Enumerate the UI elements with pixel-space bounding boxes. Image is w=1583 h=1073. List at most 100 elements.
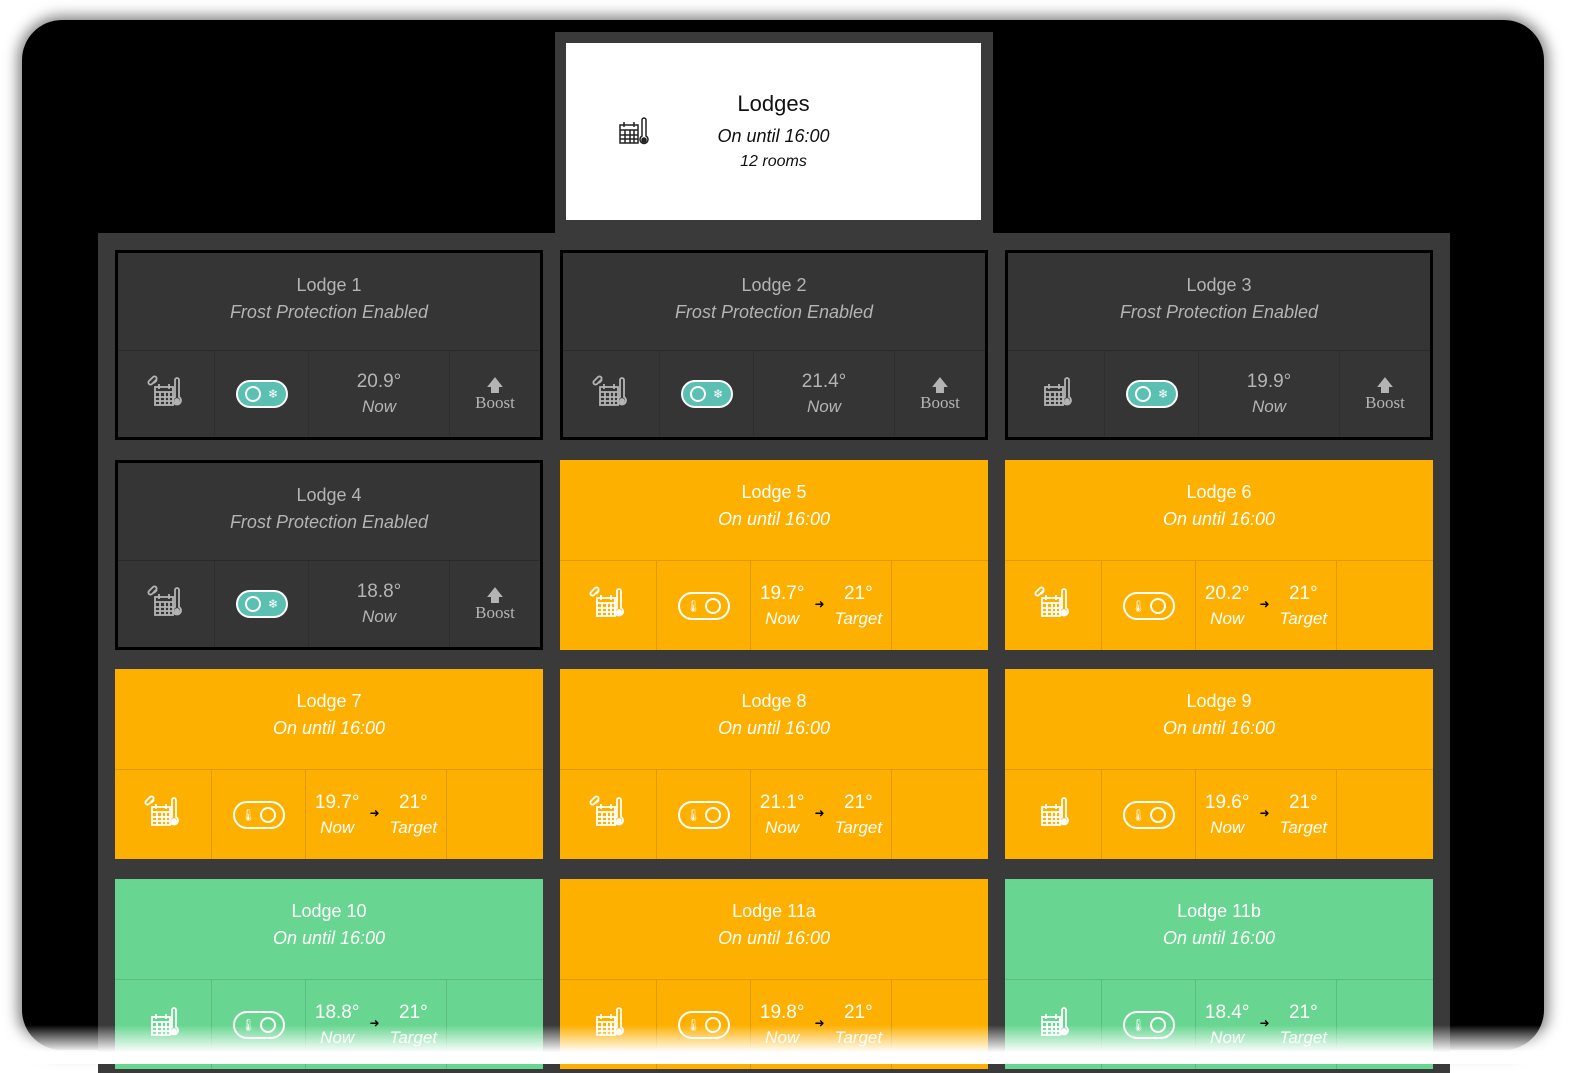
thermometer-icon: 🌡︎ (685, 598, 701, 613)
current-temp: 20.2° (1204, 582, 1250, 604)
room-tile[interactable]: Lodge 9 On until 16:00 🌡︎ 19.6° Now ➜ 21° T… (1005, 669, 1433, 859)
temperature-readout: 19.7° Now ➜ 21° Target (751, 561, 892, 650)
arrow-up-icon: 🡅 (1376, 376, 1394, 395)
room-controls: ❄ 20.9° Now 🡅 Boost (118, 350, 540, 437)
room-tile[interactable]: Lodge 5 On until 16:00 🌡︎ 19.7° Now ➜ 21° T… (560, 460, 988, 650)
mode-toggle[interactable]: 🌡︎ (212, 770, 306, 859)
toggle-knob (705, 806, 722, 823)
arrow-up-icon: 🡅 (486, 376, 504, 395)
temperature-readout: 19.9° Now (1199, 351, 1340, 437)
current-temp: 18.4° (1204, 1001, 1250, 1023)
room-name: Lodge 10 (291, 901, 367, 921)
current-temp: 20.9° (356, 371, 402, 392)
temperature-readout: 20.2° Now ➜ 21° Target (1196, 561, 1337, 650)
snowflake-icon: ❄ (267, 387, 279, 401)
schedule-button[interactable] (1005, 770, 1102, 859)
mode-toggle[interactable]: ❄ (660, 351, 754, 437)
temperature-readout: 19.7° Now ➜ 21° Target (306, 770, 447, 859)
room-name: Lodge 5 (741, 482, 807, 502)
snowflake-icon: ❄ (712, 387, 724, 401)
target-temp: 21° (1288, 582, 1318, 604)
mode-toggle[interactable]: 🌡︎ (657, 770, 751, 859)
temperature-readout: 19.6° Now ➜ 21° Target (1196, 770, 1337, 859)
target-label: Target (1279, 608, 1328, 628)
room-name: Lodge 8 (741, 691, 807, 711)
group-card-lodges[interactable]: Lodges On until 16:00 12 rooms (566, 43, 981, 220)
room-status: On until 16:00 (272, 928, 386, 948)
now-label: Now (1251, 397, 1286, 416)
room-tile[interactable]: Lodge 7 On until 16:00 🌡︎ 19.7° Now ➜ 21° T… (115, 669, 543, 859)
schedule-button[interactable] (560, 561, 657, 650)
boost-button[interactable]: 🡅 Boost (895, 351, 985, 437)
current-temp: 19.6° (1204, 791, 1250, 813)
schedule-button[interactable] (563, 351, 660, 437)
arrow-right-icon: ➜ (814, 1015, 825, 1030)
room-tile[interactable]: Lodge 2 Frost Protection Enabled ❄ 21.4°… (560, 250, 988, 440)
boost-button[interactable]: 🡅 Boost (1340, 351, 1430, 437)
thermometer-icon: 🌡︎ (685, 807, 701, 822)
room-status: Frost Protection Enabled (229, 302, 429, 322)
mode-toggle[interactable]: ❄ (1105, 351, 1199, 437)
current-temp: 19.9° (1246, 371, 1292, 392)
schedule-button[interactable] (115, 770, 212, 859)
target-label: Target (389, 817, 438, 837)
schedule-thermometer-icon (618, 117, 650, 154)
room-status: On until 16:00 (1162, 509, 1276, 529)
mode-toggle[interactable]: ❄ (215, 351, 309, 437)
schedule-button[interactable] (560, 770, 657, 859)
schedule-thermometer-icon (1033, 794, 1073, 835)
toggle-knob (1150, 597, 1167, 614)
room-tile[interactable]: Lodge 3 Frost Protection Enabled ❄ 19.9°… (1005, 250, 1433, 440)
room-status: On until 16:00 (1162, 718, 1276, 738)
boost-button[interactable]: 🡅 Boost (450, 561, 540, 647)
schedule-button[interactable] (118, 351, 215, 437)
empty-cell (892, 770, 988, 859)
current-temp: 21.1° (759, 791, 805, 813)
mode-toggle[interactable]: ❄ (215, 561, 309, 647)
toggle-knob (260, 806, 277, 823)
toggle-knob (1134, 386, 1151, 402)
target-label: Target (834, 817, 883, 837)
temperature-readout: 20.9° Now (309, 351, 450, 437)
room-tile[interactable]: Lodge 8 On until 16:00 🌡︎ 21.1° Now ➜ 21° T… (560, 669, 988, 859)
boost-button[interactable]: 🡅 Boost (450, 351, 540, 437)
current-temp: 19.7° (314, 791, 360, 813)
room-name: Lodge 4 (296, 485, 362, 505)
room-controls: 🌡︎ 19.6° Now ➜ 21° Target (1005, 769, 1433, 859)
target-temp: 21° (843, 791, 873, 813)
target-temp: 21° (1288, 1001, 1318, 1023)
snowflake-icon: ❄ (267, 597, 279, 611)
arrow-right-icon: ➜ (369, 1015, 380, 1030)
thermometer-icon: 🌡︎ (1130, 807, 1146, 822)
room-status: Frost Protection Enabled (674, 302, 874, 322)
schedule-button[interactable] (1005, 561, 1102, 650)
now-label: Now (1210, 817, 1245, 837)
toggle-knob (705, 597, 722, 614)
mode-toggle[interactable]: 🌡︎ (1102, 561, 1196, 650)
temperature-readout: 21.1° Now ➜ 21° Target (751, 770, 892, 859)
current-temp: 19.8° (759, 1001, 805, 1023)
room-name: Lodge 2 (741, 275, 807, 295)
room-tile[interactable]: Lodge 1 Frost Protection Enabled ❄ 20.9°… (115, 250, 543, 440)
room-tile[interactable]: Lodge 4 Frost Protection Enabled ❄ 18.8°… (115, 460, 543, 650)
thermometer-icon: 🌡︎ (1130, 598, 1146, 613)
schedule-button[interactable] (118, 561, 215, 647)
now-label: Now (361, 397, 396, 416)
room-status: On until 16:00 (717, 509, 831, 529)
schedule-button[interactable] (1008, 351, 1105, 437)
toggle-knob (1150, 806, 1167, 823)
toggle-knob (689, 386, 706, 402)
room-controls: ❄ 18.8° Now 🡅 Boost (118, 560, 540, 647)
room-tile[interactable]: Lodge 6 On until 16:00 🌡︎ 20.2° Now ➜ 21° T… (1005, 460, 1433, 650)
snowflake-icon: ❄ (1157, 387, 1169, 401)
target-temp: 21° (1288, 791, 1318, 813)
room-status: On until 16:00 (1162, 928, 1276, 948)
temperature-readout: 21.4° Now (754, 351, 895, 437)
room-controls: 🌡︎ 19.7° Now ➜ 21° Target (115, 769, 543, 859)
mode-toggle[interactable]: 🌡︎ (657, 561, 751, 650)
current-temp: 18.8° (356, 581, 402, 602)
linked-schedule-thermometer-icon (588, 794, 628, 835)
empty-cell (892, 561, 988, 650)
mode-toggle[interactable]: 🌡︎ (1102, 770, 1196, 859)
target-label: Target (834, 608, 883, 628)
